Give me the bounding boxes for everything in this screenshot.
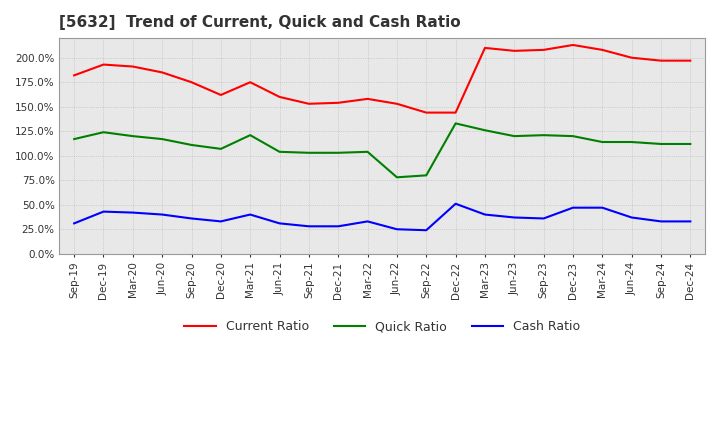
Current Ratio xyxy=(451,110,460,115)
Current Ratio xyxy=(392,101,401,106)
Cash Ratio xyxy=(364,219,372,224)
Quick Ratio xyxy=(481,128,490,133)
Quick Ratio xyxy=(187,142,196,147)
Cash Ratio xyxy=(686,219,695,224)
Current Ratio xyxy=(569,42,577,48)
Cash Ratio xyxy=(451,201,460,206)
Cash Ratio xyxy=(657,219,665,224)
Quick Ratio xyxy=(627,139,636,145)
Quick Ratio xyxy=(158,136,166,142)
Cash Ratio xyxy=(305,224,313,229)
Current Ratio xyxy=(539,47,548,52)
Quick Ratio xyxy=(539,132,548,138)
Cash Ratio xyxy=(539,216,548,221)
Current Ratio xyxy=(99,62,108,67)
Current Ratio xyxy=(70,73,78,78)
Cash Ratio xyxy=(128,210,137,215)
Cash Ratio xyxy=(422,227,431,233)
Current Ratio xyxy=(481,45,490,51)
Quick Ratio xyxy=(275,149,284,154)
Current Ratio xyxy=(217,92,225,98)
Quick Ratio xyxy=(305,150,313,155)
Current Ratio xyxy=(334,100,343,106)
Legend: Current Ratio, Quick Ratio, Cash Ratio: Current Ratio, Quick Ratio, Cash Ratio xyxy=(179,315,585,338)
Current Ratio xyxy=(305,101,313,106)
Current Ratio xyxy=(128,64,137,69)
Cash Ratio xyxy=(334,224,343,229)
Line: Quick Ratio: Quick Ratio xyxy=(74,123,690,177)
Current Ratio xyxy=(657,58,665,63)
Cash Ratio xyxy=(187,216,196,221)
Quick Ratio xyxy=(128,133,137,139)
Current Ratio xyxy=(686,58,695,63)
Cash Ratio xyxy=(569,205,577,210)
Cash Ratio xyxy=(275,221,284,226)
Cash Ratio xyxy=(246,212,255,217)
Current Ratio xyxy=(246,80,255,85)
Quick Ratio xyxy=(657,141,665,147)
Cash Ratio xyxy=(392,227,401,232)
Quick Ratio xyxy=(70,136,78,142)
Current Ratio xyxy=(158,70,166,75)
Cash Ratio xyxy=(481,212,490,217)
Quick Ratio xyxy=(392,175,401,180)
Cash Ratio xyxy=(99,209,108,214)
Current Ratio xyxy=(627,55,636,60)
Quick Ratio xyxy=(569,133,577,139)
Current Ratio xyxy=(187,80,196,85)
Current Ratio xyxy=(598,47,607,52)
Cash Ratio xyxy=(510,215,518,220)
Current Ratio xyxy=(364,96,372,102)
Quick Ratio xyxy=(510,133,518,139)
Text: [5632]  Trend of Current, Quick and Cash Ratio: [5632] Trend of Current, Quick and Cash … xyxy=(60,15,461,30)
Line: Cash Ratio: Cash Ratio xyxy=(74,204,690,230)
Quick Ratio xyxy=(364,149,372,154)
Cash Ratio xyxy=(598,205,607,210)
Quick Ratio xyxy=(246,132,255,138)
Quick Ratio xyxy=(451,121,460,126)
Line: Current Ratio: Current Ratio xyxy=(74,45,690,113)
Quick Ratio xyxy=(217,146,225,151)
Quick Ratio xyxy=(334,150,343,155)
Cash Ratio xyxy=(158,212,166,217)
Current Ratio xyxy=(510,48,518,54)
Quick Ratio xyxy=(422,172,431,178)
Quick Ratio xyxy=(99,129,108,135)
Cash Ratio xyxy=(217,219,225,224)
Current Ratio xyxy=(422,110,431,115)
Cash Ratio xyxy=(627,215,636,220)
Cash Ratio xyxy=(70,221,78,226)
Quick Ratio xyxy=(686,141,695,147)
Quick Ratio xyxy=(598,139,607,145)
Current Ratio xyxy=(275,94,284,99)
